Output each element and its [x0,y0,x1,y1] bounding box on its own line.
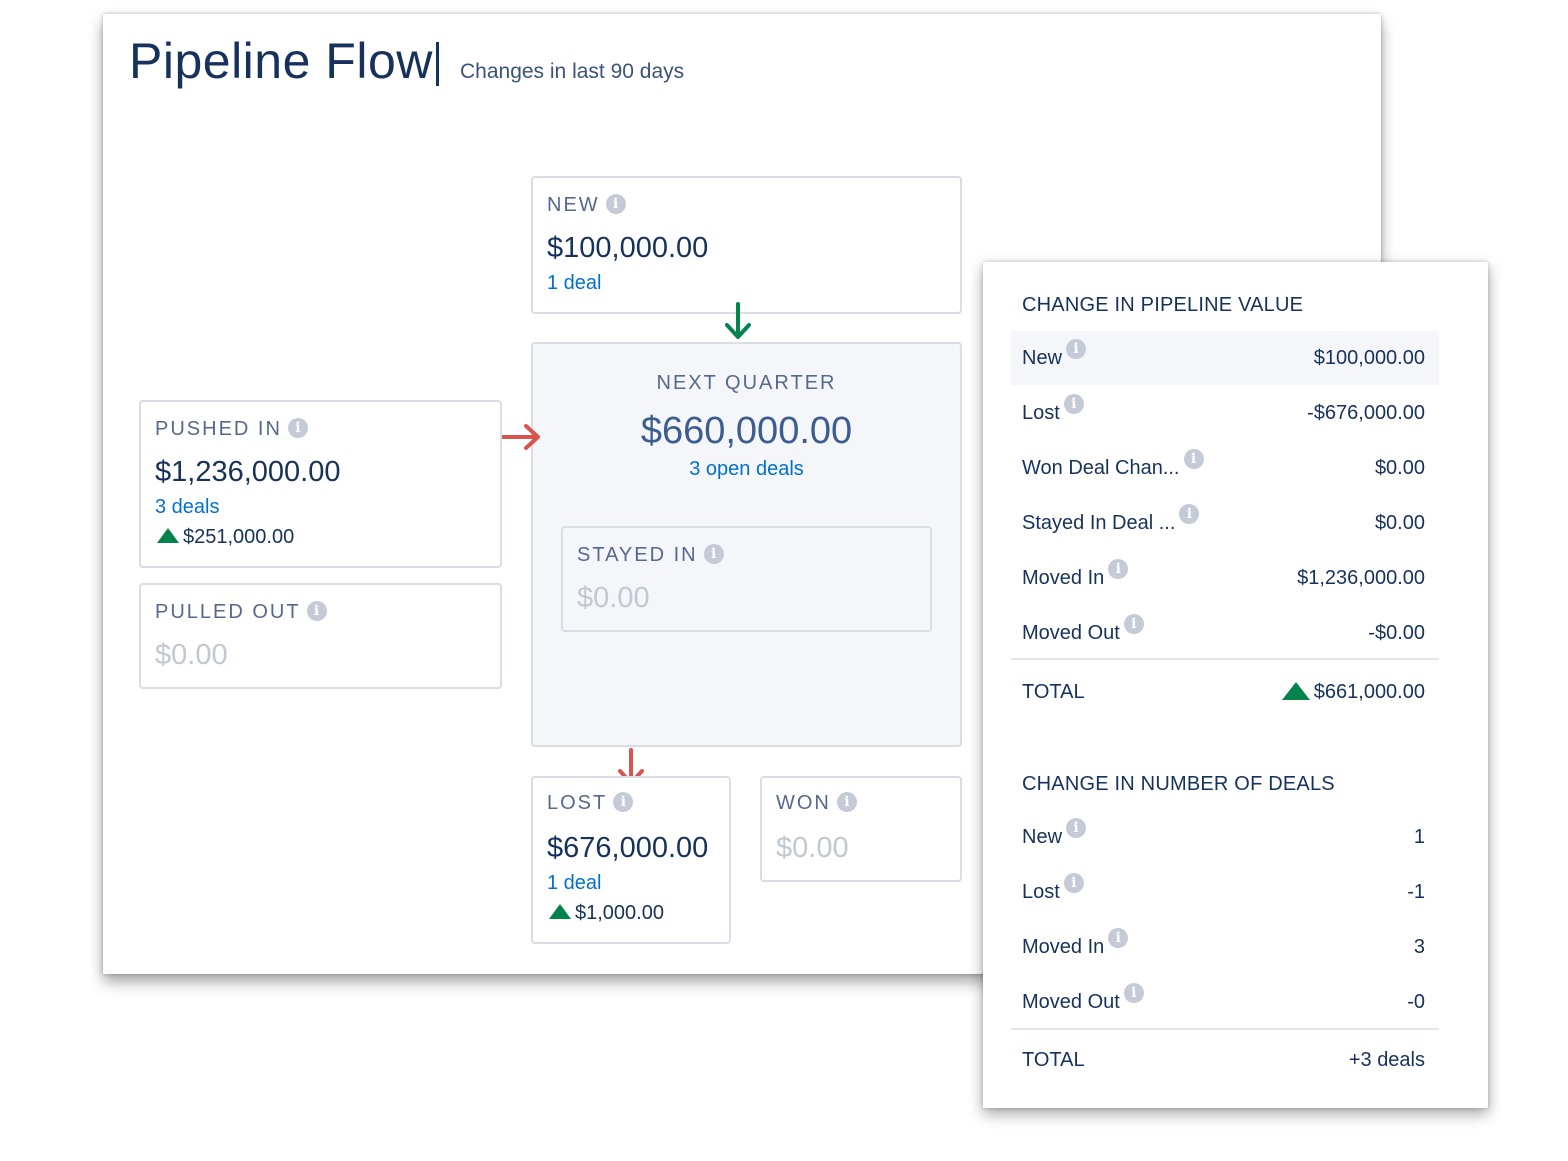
page-subtitle: Changes in last 90 days [460,60,685,83]
stayed-in-amount: $0.00 [577,582,650,614]
value-row-moved-out: Moved Out i -$0.00 [1022,614,1425,644]
pushed-in-delta: $251,000.00 [157,526,294,549]
info-icon[interactable]: i [1183,449,1204,469]
arrow-down-green-icon [725,302,751,339]
deals-row-total: TOTAL +3 deals [1022,1049,1425,1071]
info-icon[interactable]: i [703,544,724,564]
info-icon[interactable]: i [1066,818,1087,838]
info-icon[interactable]: i [1123,983,1144,1003]
value-panel-title: CHANGE IN PIPELINE VALUE [1022,294,1304,316]
won-label: WON i [776,792,857,815]
deals-panel-title: CHANGE IN NUMBER OF DEALS [1022,773,1335,795]
info-icon[interactable]: i [306,601,327,621]
info-icon[interactable]: i [1179,504,1200,524]
info-icon[interactable]: i [1108,559,1129,579]
next-quarter-amount: $660,000.00 [640,410,853,452]
new-box[interactable]: NEW i $100,000.00 1 deal [531,176,962,314]
pulled-out-amount: $0.00 [155,639,228,671]
info-icon[interactable]: i [287,418,308,438]
lost-deals-link[interactable]: 1 deal [547,872,602,894]
lost-box[interactable]: LOST i $676,000.00 1 deal $1,000.00 [531,776,731,944]
next-quarter-box: NEXT QUARTER $660,000.00 3 open deals ST… [531,342,962,747]
info-icon[interactable]: i [1063,394,1084,414]
arrow-right-red-icon [501,424,540,450]
stayed-in-label: STAYED IN i [577,544,724,567]
info-icon[interactable]: i [613,792,634,812]
deals-row-moved-in: Moved In i 3 [1022,928,1425,958]
pulled-out-box[interactable]: PULLED OUT i $0.00 [139,583,502,689]
value-row-lost: Lost i -$676,000.00 [1022,394,1425,424]
info-icon[interactable]: i [1123,614,1144,634]
value-row-new: New i $100,000.00 [1011,331,1439,385]
pushed-in-box[interactable]: PUSHED IN i $1,236,000.00 3 deals $251,00… [139,400,502,568]
pushed-in-amount: $1,236,000.00 [155,456,341,488]
value-row-won-deal-change: Won Deal Chan... i $0.00 [1022,449,1425,479]
up-triangle-icon [1281,681,1310,700]
up-triangle-icon [157,528,179,544]
lost-delta: $1,000.00 [549,902,664,925]
deals-row-lost: Lost i -1 [1022,873,1425,903]
value-divider [1011,658,1439,660]
value-row-moved-in: Moved In i $1,236,000.00 [1022,559,1425,589]
won-amount: $0.00 [776,832,849,864]
open-deals-link[interactable]: 3 open deals [689,458,804,480]
new-amount: $100,000.00 [547,232,709,264]
lost-label: LOST i [547,792,634,815]
stayed-in-box[interactable]: STAYED IN i $0.00 [561,526,932,632]
deals-divider [1011,1028,1439,1030]
pushed-in-label: PUSHED IN i [155,418,308,441]
page-title: Pipeline Flow [129,33,433,89]
up-triangle-icon [549,904,571,920]
deals-row-new: New i 1 [1022,818,1425,848]
pushed-in-deals-link[interactable]: 3 deals [155,496,220,518]
lost-amount: $676,000.00 [547,832,709,864]
new-label: NEW i [547,194,626,217]
won-box[interactable]: WON i $0.00 [760,776,962,882]
value-row-stayed-in: Stayed In Deal ... i $0.00 [1022,504,1425,534]
info-icon[interactable]: i [1108,928,1129,948]
info-icon[interactable]: i [1063,873,1084,893]
deals-row-moved-out: Moved Out i -0 [1022,983,1425,1013]
change-summary-panel: CHANGE IN PIPELINE VALUE New i $100,000.0… [983,262,1488,1108]
info-icon[interactable]: i [836,792,857,812]
next-quarter-label: NEXT QUARTER [656,372,837,394]
info-icon[interactable]: i [605,194,626,214]
title-separator [436,42,439,86]
info-icon[interactable]: i [1066,339,1087,359]
new-deals-link[interactable]: 1 deal [547,272,602,294]
pulled-out-label: PULLED OUT i [155,601,327,624]
value-row-total: TOTAL $661,000.00 [1022,681,1425,703]
